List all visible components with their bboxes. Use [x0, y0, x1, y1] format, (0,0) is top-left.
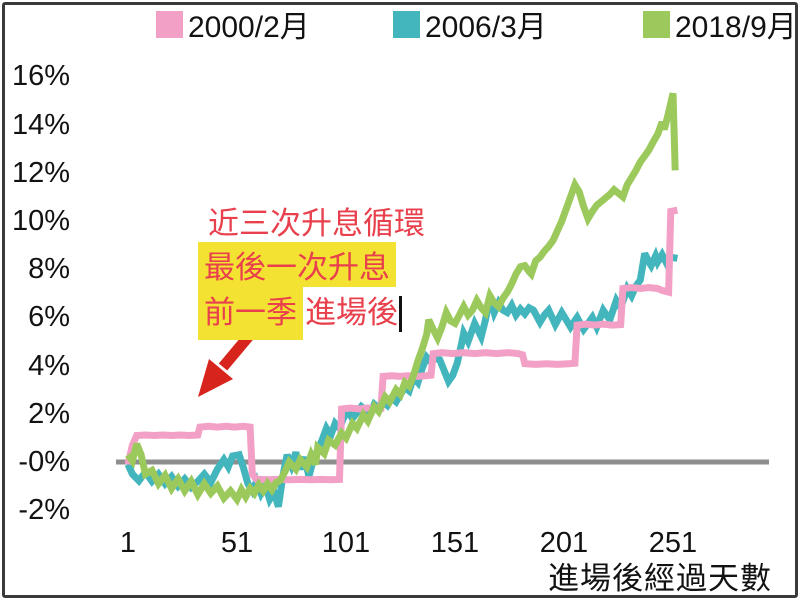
x-axis-title: 進場後經過天數 [548, 561, 772, 596]
y-tick-label: 4% [28, 349, 70, 382]
legend-swatch [156, 10, 183, 38]
annotation-line-1: 近三次升息循環 [208, 206, 425, 241]
y-tick-label: 10% [11, 205, 70, 237]
y-tick-label: -0% [18, 446, 70, 478]
x-tick-label: 251 [648, 527, 698, 559]
x-tick-label: 151 [430, 527, 480, 559]
legend-label: 2000/2月 [188, 11, 310, 44]
legend-swatch [393, 10, 420, 38]
annotation-line-3: 前一季 進場後 [198, 287, 425, 340]
x-tick-label: 201 [539, 527, 589, 559]
x-tick-label: 51 [220, 527, 254, 559]
y-tick-label: -2% [18, 494, 70, 527]
series-line-2000/2月 [124, 206, 679, 484]
y-tick-label: 2% [28, 397, 70, 430]
legend-label: 2006/3月 [425, 11, 547, 44]
annotation-textbox[interactable]: 近三次升息循環 最後一次升息 前一季 進場後 [198, 201, 425, 340]
annotation-line-2: 最後一次升息 [198, 242, 425, 295]
y-tick-label: 6% [28, 301, 70, 334]
legend-item-2000/2月: 2000/2月 [156, 9, 310, 44]
highlighted-text: 前一季 [198, 287, 303, 340]
y-tick-label: 8% [28, 253, 70, 286]
series-line-2018/9月 [125, 92, 679, 507]
plain-text: 進場後 [303, 287, 398, 340]
x-tick-label: 101 [321, 527, 371, 559]
legend-label: 2018/9月 [675, 11, 797, 44]
y-tick-label: 16% [11, 60, 70, 93]
y-tick-label: 14% [11, 108, 70, 141]
legend-swatch [643, 10, 670, 38]
legend-item-2006/3月: 2006/3月 [393, 9, 547, 44]
highlighted-text: 最後一次升息 [198, 242, 396, 295]
line-series-group [116, 92, 769, 508]
y-tick-label: 12% [11, 156, 70, 189]
legend-item-2018/9月: 2018/9月 [643, 9, 797, 44]
x-tick-label: 1 [119, 527, 137, 559]
text-cursor [399, 295, 402, 332]
